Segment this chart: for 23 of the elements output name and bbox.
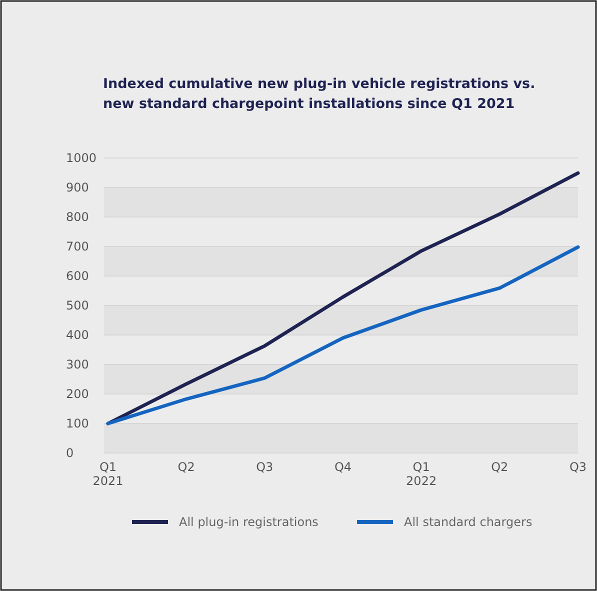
x-tick-label: Q1 2021 (92, 460, 124, 488)
y-tick-label: 1000 (66, 151, 97, 166)
y-tick-label: 400 (66, 328, 89, 342)
y-tick-label: 200 (66, 387, 89, 402)
x-tick-label: Q4 (334, 460, 352, 474)
y-tick-label: 500 (66, 298, 89, 313)
chart-title: Indexed cumulative new plug-in vehicle registrations vs. new standard chargepoint installations since Q1 2021 (103, 76, 536, 112)
legend-label: All standard chargers (404, 515, 532, 530)
x-tick-label: Q2 (491, 460, 508, 474)
line-series (106, 245, 580, 426)
y-tick-label: 900 (66, 180, 89, 195)
y-tick-label: 0 (66, 446, 74, 460)
y-tick-label: 300 (66, 358, 89, 372)
line-series (106, 171, 580, 426)
x-tick-label: Q1 2022 (406, 460, 437, 488)
y-tick-label: 600 (66, 269, 89, 284)
y-tick-label: 100 (66, 416, 89, 431)
x-tick-label: Q2 (178, 460, 195, 474)
x-tick-label: Q3 (569, 460, 587, 474)
y-tick-label: 700 (66, 240, 89, 254)
x-tick-label: Q3 (256, 460, 274, 474)
y-tick-label: 800 (66, 210, 89, 224)
legend-label: All plug-in registrations (179, 515, 318, 530)
